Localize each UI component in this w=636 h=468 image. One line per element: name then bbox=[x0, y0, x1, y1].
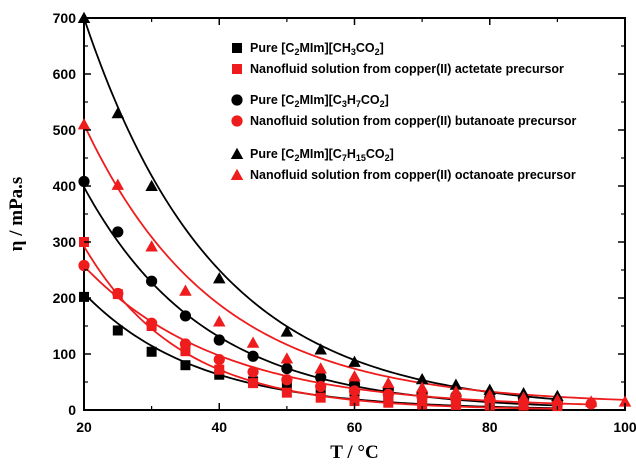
data-point-series-1 bbox=[214, 369, 225, 380]
data-point-series-4 bbox=[112, 287, 124, 300]
x-tick-label: 100 bbox=[613, 419, 636, 435]
data-point-series-3 bbox=[112, 226, 124, 238]
data-point-series-2 bbox=[248, 378, 259, 389]
data-point-series-6 bbox=[111, 178, 125, 190]
data-point-series-6 bbox=[179, 284, 192, 296]
fit-curve-6 bbox=[83, 124, 626, 401]
legend-label-4: Nanofluid solution from copper(II) butan… bbox=[250, 114, 577, 128]
data-point-series-4 bbox=[382, 388, 394, 400]
data-point-series-6 bbox=[77, 118, 91, 130]
data-point-series-2 bbox=[281, 387, 292, 398]
legend-marker-4 bbox=[231, 115, 243, 127]
data-point-series-6 bbox=[584, 395, 598, 407]
data-point-series-5 bbox=[111, 106, 125, 119]
plot-frame bbox=[83, 17, 626, 411]
data-point-series-4 bbox=[78, 259, 90, 272]
data-point-series-4 bbox=[179, 338, 192, 350]
x-tick-label: 80 bbox=[482, 419, 498, 435]
data-point-series-2 bbox=[417, 399, 428, 410]
data-point-series-6 bbox=[314, 362, 327, 374]
data-point-series-6 bbox=[213, 315, 226, 327]
y-tick-label: 700 bbox=[53, 10, 77, 26]
x-axis-title: T / °C bbox=[330, 442, 378, 463]
data-point-series-2 bbox=[349, 396, 360, 407]
data-point-series-6 bbox=[449, 385, 463, 397]
data-point-series-6 bbox=[483, 388, 496, 400]
y-tick-label: 400 bbox=[53, 178, 77, 194]
y-tick-label: 600 bbox=[53, 66, 77, 82]
data-point-series-6 bbox=[415, 381, 429, 393]
legend-marker-1 bbox=[232, 43, 242, 53]
x-tick-label: 40 bbox=[211, 419, 227, 435]
data-point-series-6 bbox=[246, 336, 260, 348]
fit-curve-4 bbox=[83, 265, 592, 406]
data-point-series-4 bbox=[315, 380, 327, 393]
y-axis-title: η / mPa.s bbox=[6, 177, 27, 252]
y-tick-label: 100 bbox=[53, 346, 77, 362]
legend-label-3: Pure [C2MIm][C3H7CO2] bbox=[250, 93, 389, 109]
data-point-series-3 bbox=[78, 175, 90, 188]
legend-label-6: Nanofluid solution from copper(II) octan… bbox=[250, 168, 576, 182]
data-point-series-5 bbox=[213, 272, 226, 284]
y-tick-label: 500 bbox=[53, 122, 77, 138]
y-tick-label: 200 bbox=[53, 290, 77, 306]
x-tick-label: 20 bbox=[76, 419, 92, 435]
data-point-series-3 bbox=[213, 334, 225, 346]
data-point-series-4 bbox=[247, 366, 259, 378]
data-point-series-6 bbox=[348, 370, 361, 382]
data-point-series-5 bbox=[348, 355, 361, 367]
data-point-series-1 bbox=[146, 346, 157, 357]
legend-label-5: Pure [C2MIm][C7H15CO2] bbox=[250, 147, 394, 163]
x-tick-label: 60 bbox=[347, 419, 363, 435]
data-point-series-4 bbox=[450, 393, 462, 405]
data-point-series-6 bbox=[145, 240, 158, 252]
data-point-series-2 bbox=[214, 364, 225, 375]
data-point-series-6 bbox=[618, 395, 632, 407]
data-point-series-1 bbox=[112, 325, 123, 336]
legend-marker-6 bbox=[230, 168, 244, 180]
data-point-series-6 bbox=[517, 391, 530, 403]
legend-marker-5 bbox=[230, 147, 244, 159]
data-point-series-4 bbox=[146, 317, 158, 329]
data-point-series-4 bbox=[416, 391, 428, 403]
data-point-series-2 bbox=[315, 392, 326, 403]
data-point-series-3 bbox=[146, 275, 158, 287]
data-point-series-6 bbox=[382, 376, 395, 389]
y-tick-label: 300 bbox=[53, 234, 77, 250]
data-point-series-3 bbox=[247, 350, 259, 362]
data-point-series-4 bbox=[348, 385, 361, 397]
data-point-series-2 bbox=[180, 346, 191, 357]
y-tick-label: 0 bbox=[68, 402, 76, 418]
data-point-series-5 bbox=[145, 179, 158, 191]
data-point-series-2 bbox=[450, 399, 461, 410]
data-point-series-2 bbox=[383, 397, 394, 408]
data-point-series-4 bbox=[213, 354, 225, 366]
data-point-series-1 bbox=[281, 381, 292, 392]
data-point-series-5 bbox=[449, 378, 463, 390]
data-point-series-3 bbox=[179, 310, 192, 322]
data-point-series-5 bbox=[280, 325, 294, 337]
data-point-series-5 bbox=[314, 343, 327, 355]
legend-label-1: Pure [C2MIm][CH3CO2] bbox=[250, 41, 384, 57]
data-point-series-3 bbox=[281, 362, 293, 375]
legend-label-2: Nanofluid solution from copper(II) actet… bbox=[250, 62, 564, 76]
data-point-series-6 bbox=[551, 393, 564, 405]
data-point-series-6 bbox=[280, 352, 294, 364]
data-point-series-3 bbox=[315, 371, 327, 384]
data-point-series-1 bbox=[79, 291, 89, 302]
data-point-series-5 bbox=[415, 372, 429, 385]
data-point-series-1 bbox=[180, 360, 191, 371]
legend-marker-2 bbox=[232, 64, 242, 74]
data-point-series-4 bbox=[281, 374, 293, 386]
legend-marker-3 bbox=[231, 94, 243, 106]
